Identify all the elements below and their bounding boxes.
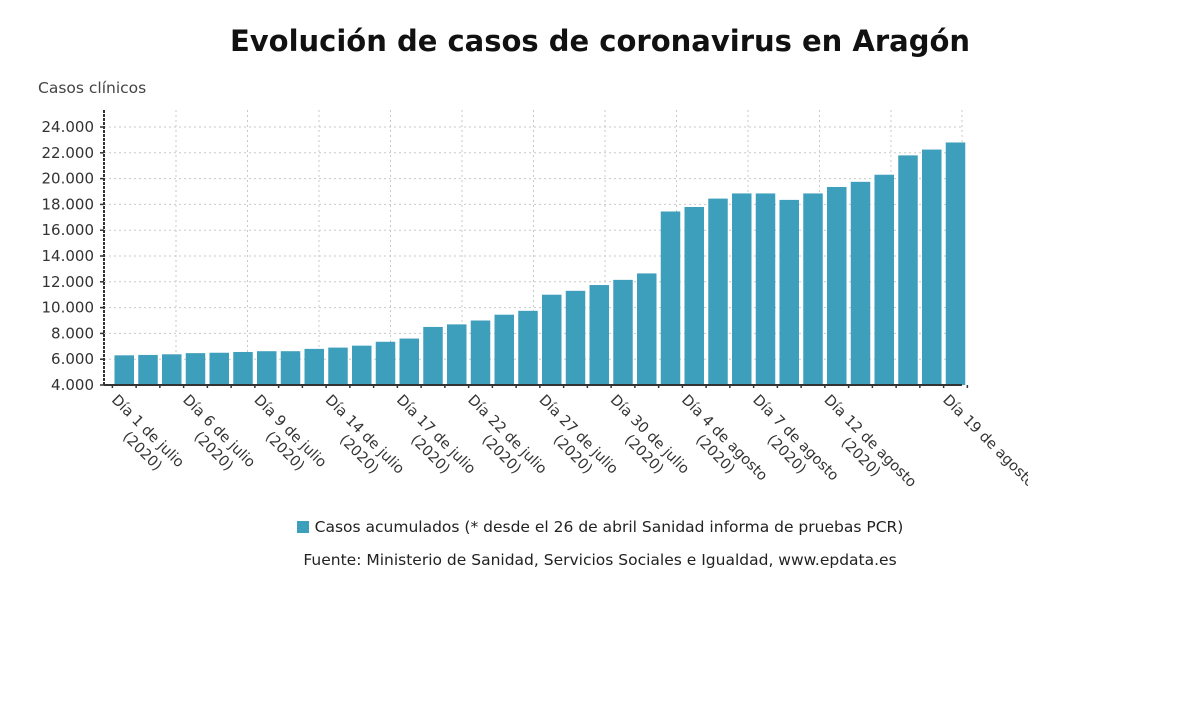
bar	[233, 351, 253, 385]
y-axis-label: Casos clínicos	[38, 79, 147, 97]
bar	[589, 285, 609, 385]
bar	[399, 338, 419, 385]
chart-title: Evolución de casos de coronavirus en Ara…	[229, 24, 971, 58]
bar	[613, 279, 633, 385]
bar	[542, 294, 562, 385]
y-tick-label: 4.000	[51, 376, 94, 394]
legend-swatch	[296, 521, 309, 533]
bar	[637, 273, 657, 385]
y-tick-label: 16.000	[42, 221, 95, 239]
bar	[328, 347, 348, 385]
y-tick-label: 18.000	[42, 195, 95, 213]
source-note: Fuente: Ministerio de Sanidad, Servicios…	[303, 551, 897, 569]
x-tick-label: Día 12 de agosto(2020)	[821, 392, 920, 491]
bar	[185, 353, 206, 385]
y-tick-labels: 4.000 6.000 8.000 10.000 12.000 14.000 16.000 1…	[42, 118, 95, 394]
y-tick-label: 12.000	[42, 273, 95, 291]
bar	[114, 355, 134, 385]
bar	[280, 351, 301, 385]
y-tick-label: 6.000	[51, 350, 94, 368]
axes	[100, 110, 969, 388]
x-tick-label: Día 9 de julio(2020)	[251, 392, 330, 474]
y-tick-label: 8.000	[51, 324, 94, 342]
bar	[565, 290, 586, 385]
bar	[898, 155, 918, 385]
bar	[827, 186, 847, 385]
y-tick-label: 24.000	[42, 118, 95, 136]
x-tick-label: Día 1 de julio(2020)	[108, 392, 187, 474]
bar	[518, 310, 538, 385]
y-tick-label: 14.000	[42, 247, 95, 265]
legend-label: Casos acumulados (* desde el 26 de abril…	[314, 518, 904, 536]
bar	[779, 199, 799, 385]
bar	[470, 320, 491, 385]
y-tick-label: 22.000	[42, 144, 95, 162]
x-tick-label: Día 14 de julio(2020)	[322, 392, 407, 477]
bar	[708, 198, 728, 385]
bar	[850, 181, 871, 385]
bar	[803, 193, 823, 385]
bar	[684, 206, 704, 385]
x-tick-labels: Día 1 de julio(2020) Día 6 de julio(2020)…	[108, 392, 1038, 491]
bar	[352, 345, 372, 385]
bar	[945, 142, 966, 385]
y-tick-label: 20.000	[42, 170, 95, 188]
bar	[874, 174, 894, 385]
bar	[209, 352, 229, 385]
bar	[304, 348, 324, 385]
x-tick-label: Día 19 de agosto	[939, 392, 1038, 491]
bar	[375, 341, 396, 385]
bar	[138, 354, 158, 385]
x-tick-label: Día 6 de julio(2020)	[179, 392, 258, 474]
bar-chart: 4.000 6.000 8.000 10.000 12.000 14.000 16.000 1…	[42, 110, 1038, 491]
bar	[162, 354, 182, 385]
bar	[423, 326, 443, 385]
x-tick-label-line: Día 19 de agosto	[939, 392, 1038, 491]
bar	[447, 324, 467, 385]
bar	[660, 211, 681, 385]
bar	[494, 314, 514, 385]
bar	[922, 149, 942, 385]
bar	[732, 193, 752, 385]
bar	[755, 193, 776, 385]
y-tick-label: 10.000	[42, 299, 95, 317]
bar	[257, 351, 277, 385]
bars	[114, 142, 966, 385]
legend: Casos acumulados (* desde el 26 de abril…	[0, 518, 1200, 536]
